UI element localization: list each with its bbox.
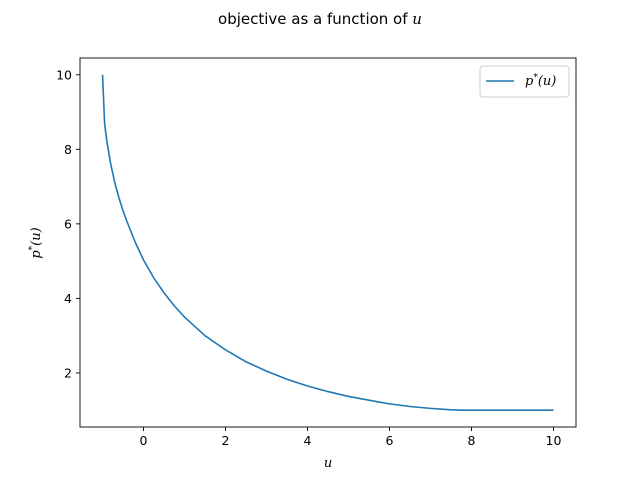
- x-tick-label: 8: [467, 433, 475, 448]
- chart-title: objective as a function of u: [218, 10, 422, 28]
- x-axis-ticks: 0 2 4 6 8 10: [140, 427, 562, 448]
- plot-area: 0 2 4 6 8 10 2 4 6 8 10: [56, 57, 577, 448]
- series-line: [101, 74, 554, 412]
- y-tick-label: 6: [64, 216, 72, 231]
- x-tick-label: 10: [546, 433, 562, 448]
- x-axis-label: u: [324, 456, 332, 471]
- y-tick-label: 8: [64, 142, 72, 157]
- y-tick-label: 10: [56, 67, 72, 82]
- x-tick-label: 6: [386, 433, 394, 448]
- y-tick-label: 2: [64, 365, 72, 380]
- y-axis-label: p*(u): [28, 227, 44, 258]
- y-tick-label: 4: [64, 291, 72, 306]
- x-tick-label: 4: [304, 433, 312, 448]
- y-axis-ticks: 2 4 6 8 10: [56, 67, 80, 380]
- legend-entry-label: p*(u): [525, 73, 556, 89]
- plot-frame: [79, 57, 577, 428]
- x-tick-label: 2: [222, 433, 230, 448]
- legend: p*(u): [479, 65, 570, 98]
- legend-frame: [479, 65, 570, 98]
- x-tick-label: 0: [140, 433, 148, 448]
